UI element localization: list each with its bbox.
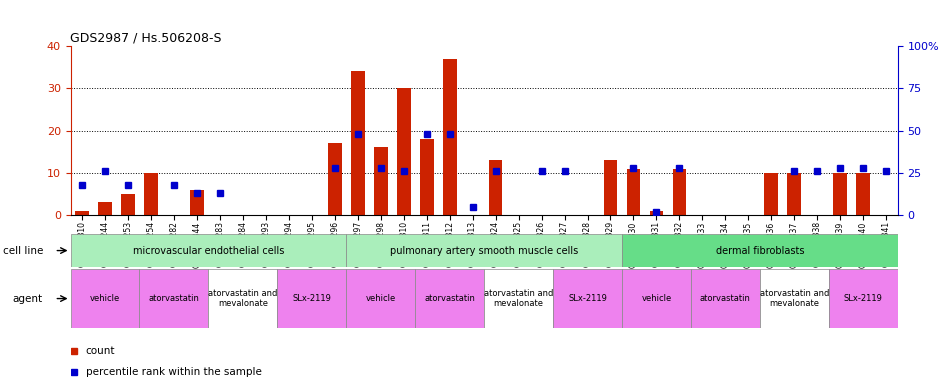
Bar	[144, 173, 158, 215]
Text: atorvastatin and
mevalonate: atorvastatin and mevalonate	[484, 289, 554, 308]
Bar	[764, 173, 778, 215]
Bar	[834, 173, 847, 215]
Bar	[70, 269, 139, 328]
Bar	[70, 234, 346, 267]
Bar	[603, 160, 618, 215]
Text: GDS2987 / Hs.506208-S: GDS2987 / Hs.506208-S	[70, 32, 222, 45]
Text: vehicle: vehicle	[90, 294, 120, 303]
Bar	[856, 173, 870, 215]
Bar	[346, 269, 415, 328]
Bar	[397, 88, 411, 215]
Bar	[328, 143, 341, 215]
Bar	[209, 269, 277, 328]
Bar	[627, 169, 640, 215]
Text: atorvastatin: atorvastatin	[424, 294, 475, 303]
Bar	[277, 269, 346, 328]
Bar	[121, 194, 134, 215]
Bar	[351, 71, 365, 215]
Bar	[788, 173, 801, 215]
Bar	[553, 269, 622, 328]
Bar	[650, 211, 664, 215]
Text: vehicle: vehicle	[366, 294, 396, 303]
Bar	[829, 269, 898, 328]
Bar	[691, 269, 760, 328]
Text: SLx-2119: SLx-2119	[568, 294, 607, 303]
Text: atorvastatin and
mevalonate: atorvastatin and mevalonate	[760, 289, 829, 308]
Bar	[139, 269, 209, 328]
Text: pulmonary artery smooth muscle cells: pulmonary artery smooth muscle cells	[390, 245, 578, 256]
Text: vehicle: vehicle	[641, 294, 671, 303]
Text: atorvastatin and
mevalonate: atorvastatin and mevalonate	[208, 289, 277, 308]
Bar	[190, 190, 204, 215]
Bar	[622, 269, 691, 328]
Text: SLx-2119: SLx-2119	[844, 294, 883, 303]
Bar	[760, 269, 829, 328]
Bar	[443, 59, 457, 215]
Text: count: count	[86, 346, 115, 356]
Text: percentile rank within the sample: percentile rank within the sample	[86, 367, 261, 377]
Bar	[489, 160, 503, 215]
Text: dermal fibroblasts: dermal fibroblasts	[715, 245, 804, 256]
Text: atorvastatin: atorvastatin	[700, 294, 751, 303]
Text: cell line: cell line	[3, 245, 43, 256]
Text: microvascular endothelial cells: microvascular endothelial cells	[133, 245, 284, 256]
Bar	[672, 169, 686, 215]
Bar	[98, 202, 112, 215]
Text: SLx-2119: SLx-2119	[292, 294, 331, 303]
Bar	[374, 147, 387, 215]
Text: agent: agent	[13, 293, 43, 304]
Text: atorvastatin: atorvastatin	[149, 294, 199, 303]
Bar	[622, 234, 898, 267]
Bar	[420, 139, 433, 215]
Bar	[75, 211, 89, 215]
Bar	[415, 269, 484, 328]
Bar	[484, 269, 553, 328]
Bar	[346, 234, 622, 267]
